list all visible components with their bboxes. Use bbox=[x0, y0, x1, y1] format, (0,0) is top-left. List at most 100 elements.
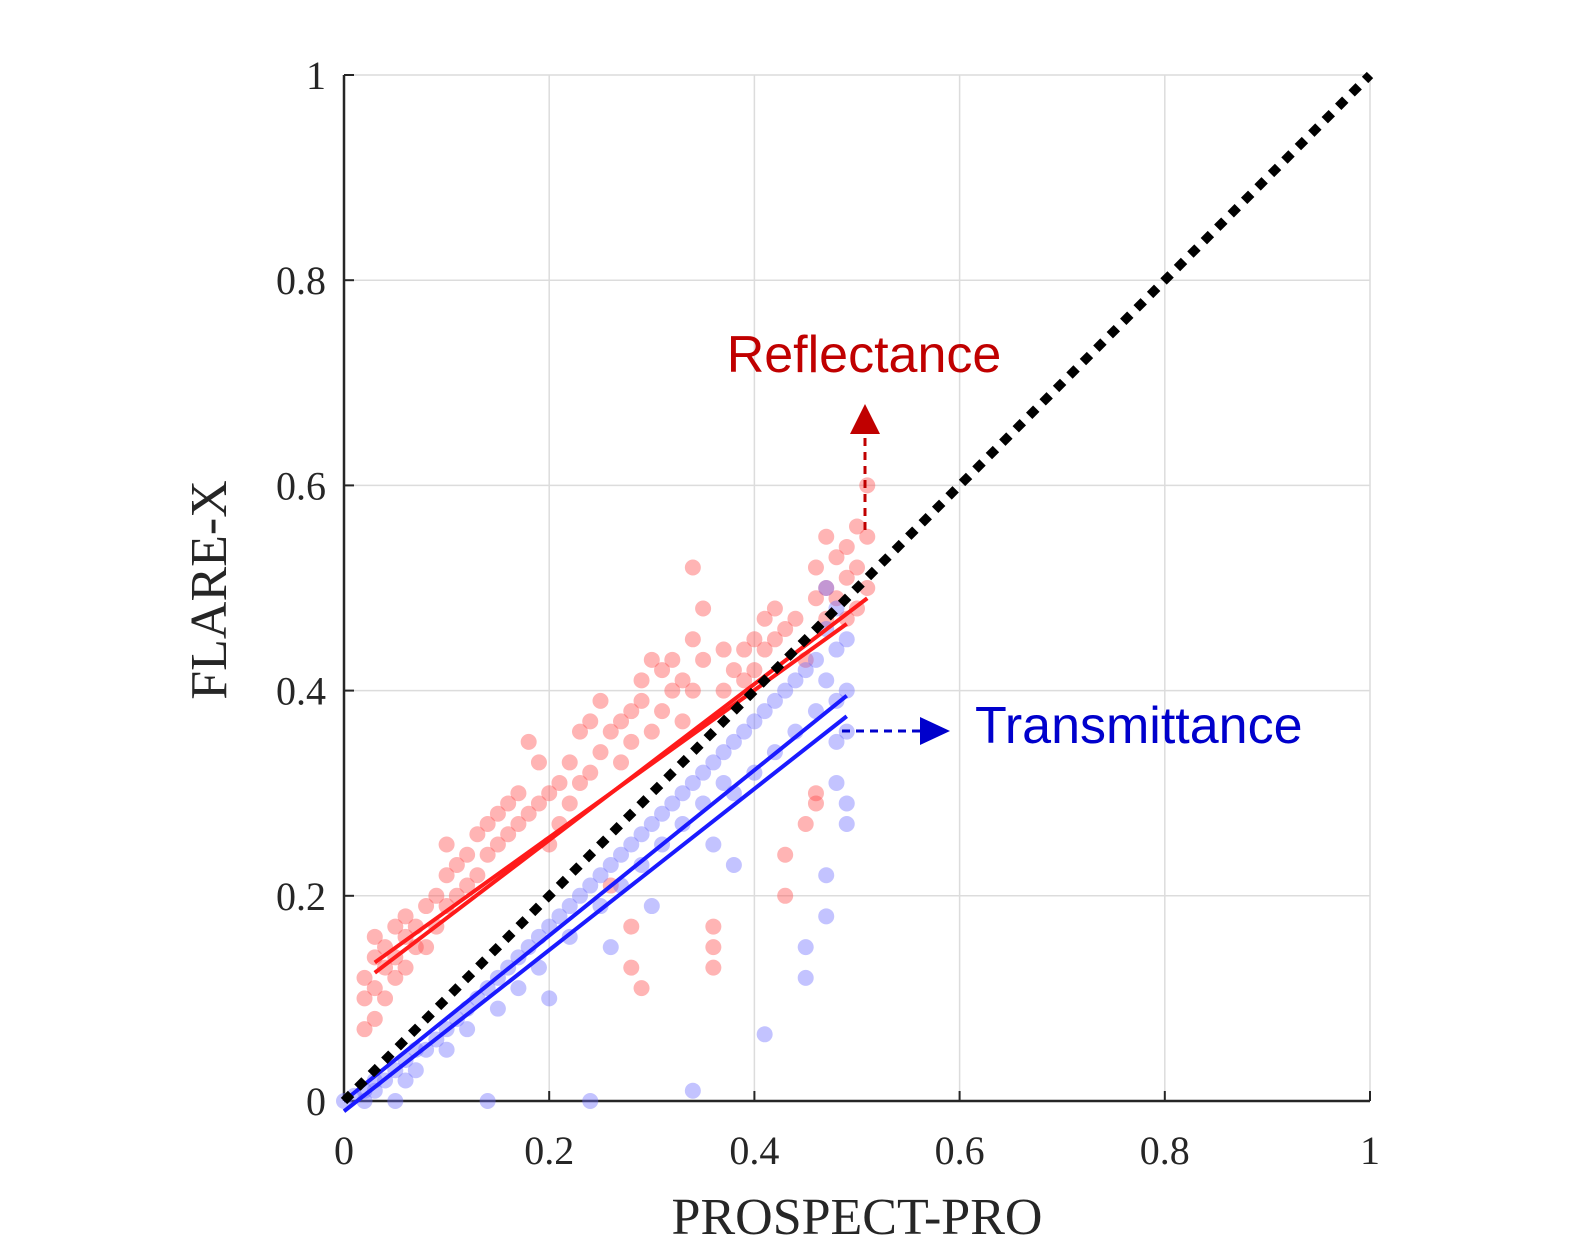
reflectance-point bbox=[633, 980, 650, 997]
reflectance-point bbox=[787, 610, 804, 627]
reflectance-point bbox=[643, 651, 660, 668]
y-tick-label: 0 bbox=[306, 1079, 326, 1124]
transmittance-point bbox=[510, 980, 527, 997]
transmittance-point bbox=[695, 764, 712, 781]
reflectance-point bbox=[756, 610, 773, 627]
transmittance-point bbox=[582, 1093, 599, 1109]
transmittance-point bbox=[818, 867, 835, 884]
x-tick-label: 0.6 bbox=[935, 1128, 985, 1173]
reflectance-point bbox=[510, 785, 527, 802]
y-tick-label: 1 bbox=[306, 53, 326, 98]
transmittance-point bbox=[838, 795, 855, 812]
reflectance-point bbox=[777, 846, 794, 863]
transmittance-point bbox=[438, 1041, 455, 1058]
reflectance-point bbox=[356, 1021, 373, 1038]
reflectance-point bbox=[582, 764, 599, 781]
reflectance-point bbox=[489, 836, 506, 853]
transmittance-point bbox=[705, 836, 722, 853]
reflectance-point bbox=[674, 672, 691, 689]
reflectance-point bbox=[818, 580, 835, 596]
reflectance-point bbox=[520, 733, 537, 750]
reflectance-point bbox=[807, 590, 824, 607]
reflectance-point bbox=[684, 559, 701, 576]
reflectance-point bbox=[438, 836, 455, 853]
transmittance-point bbox=[818, 672, 835, 689]
reflectance-point bbox=[356, 990, 373, 1007]
reflectance-point bbox=[849, 518, 865, 535]
transmittance-point bbox=[756, 1026, 773, 1043]
grid-lines bbox=[343, 74, 1371, 1102]
reflectance-point bbox=[356, 969, 373, 986]
reflectance-point bbox=[633, 672, 650, 689]
transmittance-point bbox=[818, 580, 835, 596]
reflectance-point bbox=[828, 549, 845, 566]
reflectance-point bbox=[705, 939, 722, 956]
transmittance-point bbox=[654, 805, 671, 822]
reflectance-point bbox=[736, 641, 753, 658]
transmittance-point bbox=[674, 785, 691, 802]
transmittance-point bbox=[715, 744, 732, 761]
transmittance-point bbox=[582, 877, 599, 894]
reflectance-point bbox=[613, 754, 630, 771]
reflectance-point bbox=[623, 733, 640, 750]
reflectance-point bbox=[633, 692, 650, 709]
reflectance-point bbox=[623, 918, 640, 935]
reflectance-point bbox=[530, 754, 547, 771]
transmittance-point bbox=[736, 723, 753, 740]
reflectance-point bbox=[705, 918, 722, 935]
reflectance-point bbox=[520, 805, 537, 822]
transmittance-point bbox=[592, 898, 609, 915]
reflectance-point bbox=[623, 703, 640, 720]
reflectance-point bbox=[715, 682, 732, 699]
transmittance-point bbox=[602, 939, 619, 956]
data-points bbox=[336, 477, 876, 1109]
transmittance-point bbox=[674, 815, 691, 832]
reflectance-point bbox=[459, 877, 476, 894]
reflectance-point bbox=[777, 621, 794, 638]
y-tick-label: 0.8 bbox=[276, 258, 326, 303]
reflectance-point bbox=[705, 959, 722, 976]
reflectance-point bbox=[859, 477, 876, 494]
transmittance-point bbox=[797, 662, 814, 679]
reflectance-point bbox=[571, 723, 588, 740]
reflectance-point bbox=[387, 969, 404, 986]
reflectance-point bbox=[397, 908, 414, 925]
reflectance-point bbox=[797, 815, 814, 832]
reflectance-point bbox=[387, 918, 404, 935]
x-axis-title: PROSPECT-PRO bbox=[672, 1189, 1043, 1246]
reflectance-point bbox=[561, 795, 578, 812]
reflectance-point bbox=[766, 631, 783, 648]
transmittance-point bbox=[818, 908, 835, 925]
reflectance-point bbox=[818, 528, 835, 545]
reflectance-point bbox=[500, 826, 517, 843]
transmittance-point bbox=[797, 969, 814, 986]
transmittance-point bbox=[838, 631, 855, 648]
reflectance-point bbox=[695, 600, 712, 617]
transmittance-point bbox=[838, 815, 855, 832]
reflectance-point bbox=[469, 826, 486, 843]
transmittance-point bbox=[838, 682, 855, 699]
transmittance-point bbox=[602, 857, 619, 874]
transmittance-point bbox=[684, 1082, 701, 1099]
reflectance-point bbox=[489, 805, 506, 822]
transmittance-point bbox=[551, 908, 568, 925]
transmittance-fit-line bbox=[342, 694, 848, 1103]
reflectance-point bbox=[377, 990, 394, 1007]
y-tick-label: 0.4 bbox=[276, 669, 326, 714]
reflectance-point bbox=[397, 959, 414, 976]
reflectance-point bbox=[684, 631, 701, 648]
reflectance-point bbox=[766, 600, 783, 617]
reflectance-point bbox=[849, 559, 865, 576]
reflectance-point bbox=[418, 898, 435, 915]
y-tick-labels: 0 0.2 0.4 0.6 0.8 1 bbox=[276, 53, 326, 1124]
y-tick-label: 0.2 bbox=[276, 874, 326, 919]
transmittance-point bbox=[459, 1021, 476, 1038]
transmittance-point bbox=[489, 1000, 506, 1017]
transmittance-point bbox=[684, 774, 701, 791]
transmittance-point bbox=[643, 815, 660, 832]
reflectance-point bbox=[541, 785, 558, 802]
x-tick-label: 0.8 bbox=[1140, 1128, 1190, 1173]
transmittance-point bbox=[725, 857, 742, 874]
x-tick-labels: 0 0.2 0.4 0.6 0.8 1 bbox=[334, 1128, 1380, 1173]
